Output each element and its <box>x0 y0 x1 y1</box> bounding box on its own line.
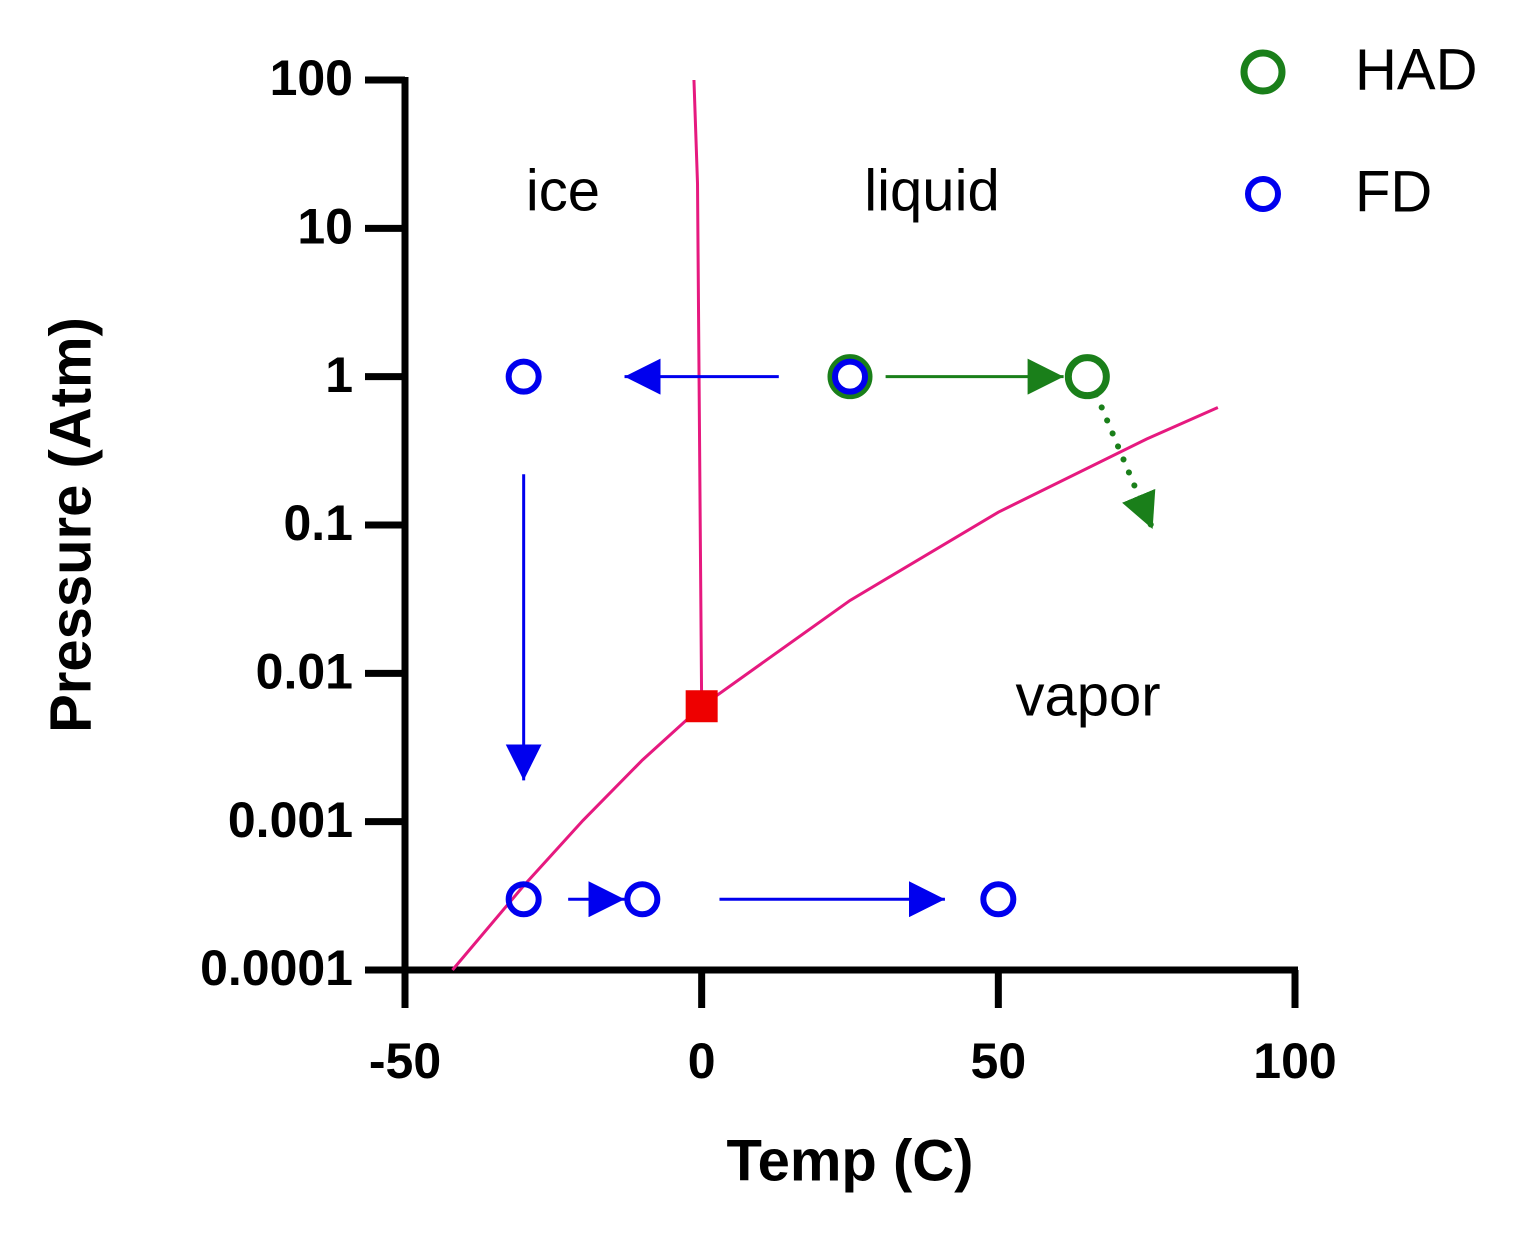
legend-marker <box>1245 176 1281 212</box>
phase-line <box>692 79 704 707</box>
x-tick-label: 0 <box>688 1033 716 1089</box>
legend-label: HAD <box>1355 37 1477 102</box>
x-tick-label: 50 <box>971 1033 1027 1089</box>
y-tick-label: 0.1 <box>283 495 353 551</box>
point <box>980 881 1017 918</box>
point <box>832 358 868 395</box>
y-tick-label: 0.0001 <box>200 940 353 996</box>
region-label: liquid <box>864 158 999 223</box>
y-tick-label: 100 <box>270 50 353 106</box>
point <box>827 354 873 400</box>
x-tick-label: -50 <box>369 1033 441 1089</box>
point <box>505 881 542 918</box>
legend-label: FD <box>1355 159 1432 224</box>
x-axis-title: Temp (C) <box>726 1128 973 1193</box>
y-axis-title: Pressure (Atm) <box>38 317 103 733</box>
triple-point <box>685 690 718 723</box>
region-label: ice <box>526 158 600 223</box>
point <box>624 881 661 918</box>
x-tick-label: 100 <box>1253 1033 1336 1089</box>
legend-marker <box>1240 49 1286 95</box>
y-tick-label: 0.01 <box>256 644 353 700</box>
point <box>505 358 542 395</box>
point <box>1064 354 1110 400</box>
arrow <box>1093 391 1156 532</box>
y-tick-label: 10 <box>297 199 353 255</box>
region-label: vapor <box>1015 663 1160 728</box>
y-tick-label: 0.001 <box>228 792 353 848</box>
y-tick-label: 1 <box>325 347 353 403</box>
